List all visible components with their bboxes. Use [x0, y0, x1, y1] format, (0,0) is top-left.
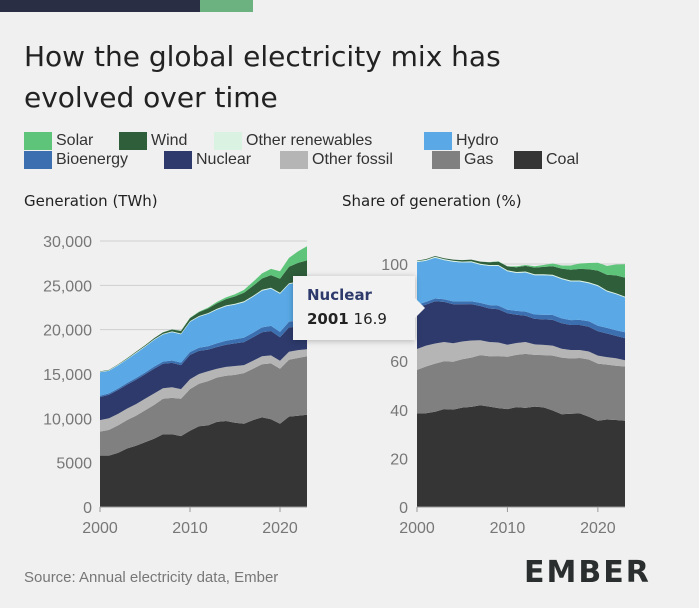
legend-swatch-coal	[514, 151, 542, 169]
legend-label-hydro: Hydro	[456, 132, 499, 149]
legend-item-other-fossil[interactable]: Other fossil	[280, 151, 393, 169]
legend-item-gas[interactable]: Gas	[432, 151, 493, 169]
generation-area-hydro[interactable]	[100, 281, 307, 396]
tooltip-row: 2001 16.9	[307, 310, 387, 328]
share-area-solar[interactable]	[417, 256, 625, 278]
generation-area-other-renewables[interactable]	[100, 280, 307, 373]
generation-area-coal[interactable]	[100, 414, 307, 507]
generation-ytick-label: 25,000	[43, 278, 92, 295]
generation-xtick-label: 2010	[172, 520, 208, 537]
share-ytick-label: 60	[390, 354, 408, 371]
generation-area-wind[interactable]	[100, 260, 307, 372]
legend-item-other-renewables[interactable]: Other renewables	[214, 132, 372, 150]
tooltip: Nuclear 2001 16.9	[293, 276, 425, 340]
tooltip-series: Nuclear	[307, 286, 372, 304]
legend-label-wind: Wind	[151, 132, 188, 149]
legend-label-coal: Coal	[546, 151, 579, 168]
left-chart-subtitle: Generation (TWh)	[24, 192, 158, 210]
tooltip-value: 16.9	[353, 310, 387, 328]
generation-ytick-label: 30,000	[43, 234, 92, 251]
generation-ytick-label: 20,000	[43, 323, 92, 340]
legend-swatch-wind	[119, 132, 147, 150]
share-area-coal[interactable]	[417, 405, 625, 507]
legend-item-nuclear[interactable]: Nuclear	[164, 151, 251, 169]
generation-area-bioenergy[interactable]	[100, 319, 307, 398]
legend-swatch-bioenergy	[24, 151, 52, 169]
legend-item-coal[interactable]: Coal	[514, 151, 579, 169]
share-xtick-label: 2000	[399, 520, 435, 537]
generation-xtick-label: 2020	[262, 520, 298, 537]
legend-swatch-other-fossil	[280, 151, 308, 169]
tooltip-arrow	[415, 298, 425, 318]
legend-swatch-other-renewables	[214, 132, 242, 150]
share-chart: 020406080100200020102020	[381, 256, 625, 537]
chart-title: How the global electricity mix has evolv…	[24, 36, 644, 118]
share-ytick-label: 0	[399, 500, 408, 517]
generation-area-gas[interactable]	[100, 356, 307, 456]
legend-swatch-gas	[432, 151, 460, 169]
legend-item-hydro[interactable]: Hydro	[424, 132, 499, 150]
legend-label-solar: Solar	[56, 132, 94, 149]
generation-chart: 0 5000 10,000 15,000 20,000 25,000 30,000 2000 2…	[43, 234, 307, 537]
generation-area-nuclear[interactable]	[100, 325, 307, 421]
ember-logo: EMBER	[524, 555, 651, 590]
generation-ytick-label: 5000	[56, 456, 92, 473]
right-chart-subtitle: Share of generation (%)	[342, 192, 522, 210]
accent-bar-green	[200, 0, 253, 12]
generation-ytick-label: 0	[83, 500, 92, 517]
title-line-1: How the global electricity mix has	[24, 40, 501, 73]
legend-swatch-solar	[24, 132, 52, 150]
title-line-2: evolved over time	[24, 81, 278, 114]
share-area-wind[interactable]	[417, 256, 625, 297]
generation-ytick-label: 10,000	[43, 411, 92, 428]
share-ytick-label: 100	[381, 257, 408, 274]
legend-item-solar[interactable]: Solar	[24, 132, 93, 150]
share-area-hydro[interactable]	[417, 257, 625, 333]
legend-label-other-fossil: Other fossil	[312, 151, 393, 168]
share-area-other-fossil[interactable]	[417, 340, 625, 370]
share-area-nuclear[interactable]	[417, 301, 625, 361]
share-xtick-label: 2010	[490, 520, 526, 537]
share-ytick-label: 40	[390, 403, 408, 420]
share-xtick-label: 2020	[580, 520, 616, 537]
share-area-gas[interactable]	[417, 353, 625, 421]
share-ytick-label: 20	[390, 451, 408, 468]
generation-xtick-label: 2000	[82, 520, 118, 537]
source-note: Source: Annual electricity data, Ember	[24, 569, 279, 586]
legend-label-bioenergy: Bioenergy	[56, 151, 129, 168]
legend-label-other-renewables: Other renewables	[246, 132, 373, 149]
legend-item-bioenergy[interactable]: Bioenergy	[24, 151, 128, 169]
generation-ytick-label: 15,000	[43, 367, 92, 384]
tooltip-year: 2001	[307, 310, 349, 328]
generation-area-other-fossil[interactable]	[100, 349, 307, 432]
legend-item-wind[interactable]: Wind	[119, 132, 187, 150]
legend-label-gas: Gas	[464, 151, 494, 168]
accent-bar-dark	[0, 0, 200, 12]
legend-swatch-nuclear	[164, 151, 192, 169]
legend-label-nuclear: Nuclear	[196, 151, 252, 168]
legend-swatch-hydro	[424, 132, 452, 150]
